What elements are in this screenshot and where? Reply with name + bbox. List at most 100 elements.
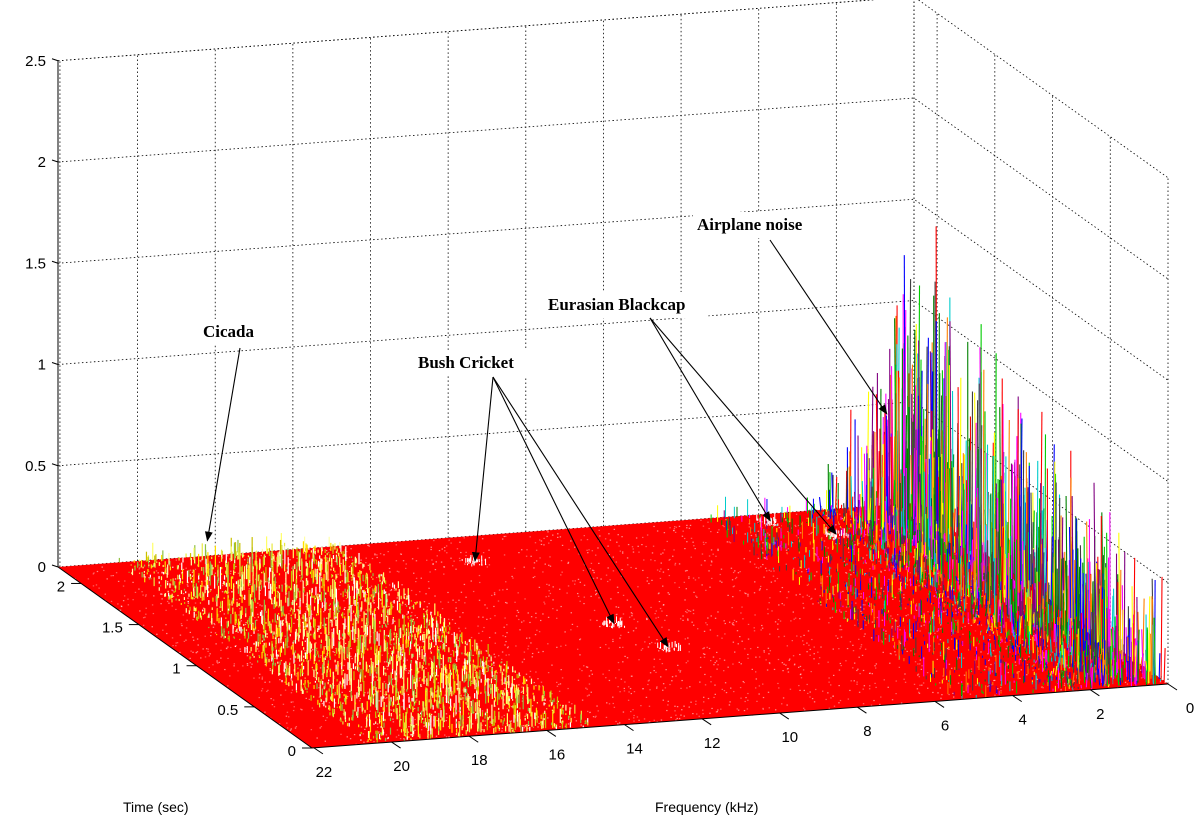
surface-speckle xyxy=(768,662,771,665)
surface-speckle xyxy=(1042,687,1044,689)
surface-speckle xyxy=(559,726,561,728)
surface-speckle xyxy=(769,650,772,652)
surface-speckle xyxy=(503,626,505,628)
surface-speckle xyxy=(683,715,685,717)
surface-speckle xyxy=(797,524,800,527)
surface-speckle xyxy=(365,557,367,559)
surface-speckle xyxy=(774,580,776,582)
surface-speckle xyxy=(695,703,697,705)
surface-speckle xyxy=(398,571,400,573)
surface-speckle xyxy=(504,601,507,604)
surface-speckle xyxy=(983,669,986,671)
surface-speckle xyxy=(329,549,331,551)
surface-speckle xyxy=(590,562,593,565)
surface-speckle xyxy=(849,519,852,521)
surface-speckle xyxy=(945,610,947,612)
surface-speckle xyxy=(655,610,657,612)
surface-speckle xyxy=(297,591,300,593)
surface-speckle xyxy=(871,608,874,611)
surface-speckle xyxy=(839,699,842,702)
surface-speckle xyxy=(457,731,460,733)
surface-speckle xyxy=(624,655,626,657)
surface-speckle xyxy=(472,590,475,593)
surface-speckle xyxy=(523,620,525,622)
surface-speckle xyxy=(548,564,550,566)
surface-speckle xyxy=(301,709,303,711)
surface-speckle xyxy=(617,723,619,725)
surface-speckle xyxy=(445,719,447,722)
surface-speckle xyxy=(549,592,552,595)
surface-speckle xyxy=(779,591,782,593)
surface-speckle xyxy=(916,580,919,582)
surface-speckle xyxy=(716,531,719,533)
surface-speckle xyxy=(564,725,567,727)
surface-speckle xyxy=(628,691,630,693)
surface-speckle xyxy=(839,629,841,631)
surface-speckle xyxy=(570,707,572,709)
surface-speckle xyxy=(646,580,648,582)
surface-speckle xyxy=(803,634,805,636)
surface-speckle xyxy=(542,613,544,615)
surface-speckle xyxy=(194,568,197,570)
surface-speckle xyxy=(864,604,866,606)
surface-speckle xyxy=(679,671,681,673)
surface-speckle xyxy=(678,525,681,527)
surface-speckle xyxy=(220,657,222,659)
surface-speckle xyxy=(835,543,837,545)
surface-speckle xyxy=(703,647,705,649)
surface-speckle xyxy=(166,600,169,603)
surface-speckle xyxy=(429,638,432,641)
surface-speckle xyxy=(868,604,870,606)
surface-speckle xyxy=(197,644,199,646)
surface-speckle xyxy=(148,576,150,579)
surface-speckle xyxy=(426,559,428,561)
surface-speckle xyxy=(642,688,644,690)
surface-speckle xyxy=(731,607,733,609)
surface-speckle xyxy=(988,685,990,687)
surface-speckle xyxy=(522,682,524,684)
surface-speckle xyxy=(862,557,864,559)
surface-speckle xyxy=(762,552,764,555)
surface-speckle xyxy=(446,632,448,634)
surface-speckle xyxy=(503,714,505,717)
surface-speckle xyxy=(741,606,743,608)
surface-speckle xyxy=(513,678,516,680)
surface-speckle xyxy=(568,548,570,551)
surface-speckle xyxy=(596,705,598,707)
surface-speckle xyxy=(367,564,370,566)
surface-speckle xyxy=(692,541,694,543)
surface-speckle xyxy=(321,673,324,675)
surface-speckle xyxy=(798,666,800,668)
surface-speckle xyxy=(715,660,718,662)
surface-speckle xyxy=(802,602,804,605)
surface-speckle xyxy=(542,571,544,573)
surface-speckle xyxy=(685,588,688,590)
surface-speckle xyxy=(367,691,369,693)
surface-speckle xyxy=(843,560,845,563)
surface-speckle xyxy=(809,654,811,656)
surface-speckle xyxy=(989,667,991,670)
surface-speckle xyxy=(626,599,629,601)
surface-speckle xyxy=(686,524,688,526)
surface-speckle xyxy=(622,646,624,648)
surface-speckle xyxy=(535,560,538,562)
surface-speckle xyxy=(1075,677,1078,679)
surface-speckle xyxy=(871,576,874,578)
surface-speckle xyxy=(383,681,386,683)
surface-speckle xyxy=(939,628,941,630)
surface-speckle xyxy=(975,684,977,686)
surface-speckle xyxy=(385,734,388,736)
surface-speckle xyxy=(258,696,260,699)
surface-speckle xyxy=(212,664,214,666)
surface-speckle xyxy=(793,618,795,620)
surface-speckle xyxy=(879,529,881,531)
surface-speckle xyxy=(204,656,207,658)
surface-speckle xyxy=(494,632,497,634)
surface-speckle xyxy=(202,607,205,609)
surface-speckle xyxy=(757,567,760,569)
surface-speckle xyxy=(595,594,597,596)
surface-speckle xyxy=(385,626,388,628)
surface-speckle xyxy=(482,616,484,618)
surface-speckle xyxy=(863,685,866,687)
surface-speckle xyxy=(785,549,788,551)
